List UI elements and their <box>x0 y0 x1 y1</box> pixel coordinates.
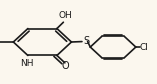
Text: O: O <box>62 61 70 71</box>
Text: S: S <box>83 36 89 46</box>
Text: OH: OH <box>58 11 72 20</box>
Text: Cl: Cl <box>140 43 149 52</box>
Text: NH: NH <box>20 59 34 68</box>
